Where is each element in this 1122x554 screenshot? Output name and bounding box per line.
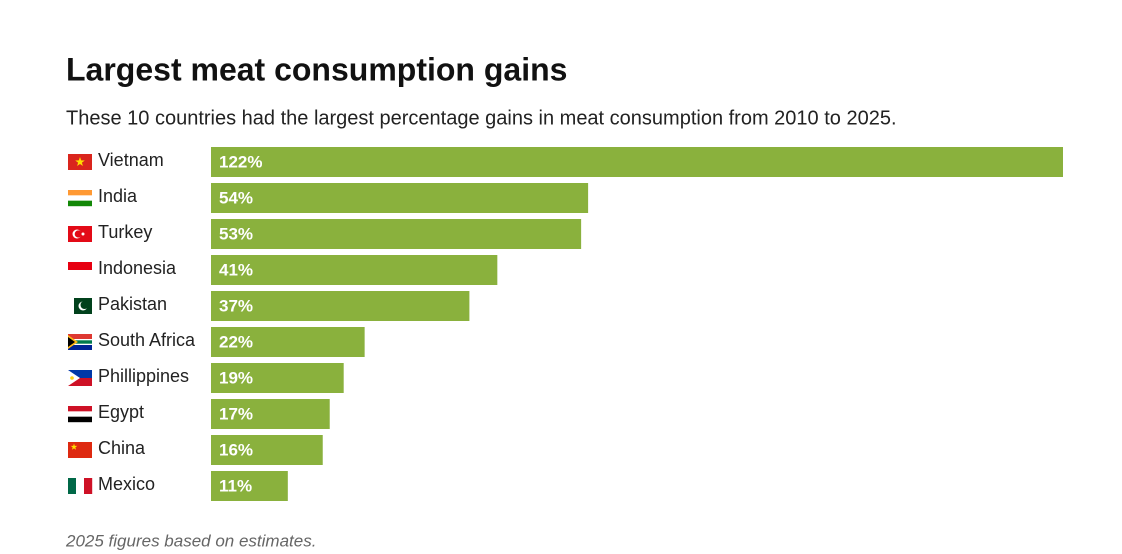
- flag-icon: [68, 406, 92, 423]
- flag-part: [68, 370, 92, 378]
- flag-part: [68, 442, 92, 458]
- flag-part: [76, 478, 85, 494]
- flag-part: [68, 298, 74, 314]
- flag-part: [75, 157, 85, 166]
- flag-icon: [68, 478, 93, 494]
- flag-part: [68, 270, 92, 279]
- flag-part: [68, 406, 92, 412]
- y-tick-label: Pakistan: [98, 294, 167, 314]
- flag-part: [68, 342, 92, 350]
- flag-part: [80, 301, 89, 309]
- flag-icon: [68, 226, 92, 242]
- flag-part: [68, 337, 75, 347]
- bar: [211, 399, 330, 429]
- flag-part: [68, 411, 92, 417]
- flag-part: [70, 376, 74, 380]
- flag-part: [68, 370, 80, 386]
- flag-part: [68, 334, 92, 342]
- data-label: 41%: [219, 260, 253, 279]
- flag-part: [68, 478, 77, 494]
- flag-part: [68, 262, 92, 271]
- bar: [211, 435, 323, 465]
- flag-icon: [68, 370, 92, 386]
- data-label: 16%: [219, 440, 253, 459]
- data-label: 37%: [219, 296, 253, 315]
- flag-icon: [68, 442, 92, 458]
- chart-subtitle: These 10 countries had the largest perce…: [66, 107, 897, 129]
- y-tick-label: Turkey: [98, 222, 152, 242]
- chart-title: Largest meat consumption gains: [66, 51, 567, 87]
- flag-icon: [68, 190, 92, 207]
- flag-part: [68, 190, 92, 196]
- y-tick-label: South Africa: [98, 330, 196, 350]
- flag-part: [70, 443, 78, 450]
- flag-icon: [68, 298, 92, 314]
- flag-part: [68, 416, 92, 423]
- y-tick-label: Mexico: [98, 474, 155, 494]
- flag-part: [84, 478, 93, 494]
- flag-part: [68, 378, 92, 386]
- y-tick-label: Indonesia: [98, 258, 177, 278]
- y-tick-label: India: [98, 186, 138, 206]
- bar: [211, 291, 470, 321]
- data-label: 11%: [219, 476, 252, 495]
- y-tick-label: Phillippines: [98, 366, 189, 386]
- data-label: 22%: [219, 332, 253, 351]
- bar: [211, 471, 288, 501]
- bar: [211, 183, 589, 213]
- data-label: 17%: [219, 404, 253, 423]
- flag-icon: [68, 154, 92, 170]
- bar: [211, 147, 1063, 177]
- bar: [211, 255, 498, 285]
- y-tick-label: Egypt: [98, 402, 144, 422]
- data-label: 19%: [219, 368, 253, 387]
- flag-part: [68, 195, 92, 201]
- bar: [211, 363, 344, 393]
- flag-part: [68, 200, 92, 207]
- data-label: 54%: [219, 188, 253, 207]
- bar: [211, 219, 582, 249]
- chart-note: 2025 figures based on estimates.: [65, 531, 316, 550]
- data-label: 53%: [219, 224, 253, 243]
- flag-icon: [68, 334, 92, 350]
- flag-part: [74, 230, 82, 238]
- flag-part: [81, 232, 85, 236]
- y-tick-label: China: [98, 438, 146, 458]
- flag-icon: [68, 262, 92, 279]
- y-tick-label: Vietnam: [98, 150, 164, 170]
- data-label: 122%: [219, 152, 262, 171]
- flag-part: [68, 340, 92, 344]
- bar: [211, 327, 365, 357]
